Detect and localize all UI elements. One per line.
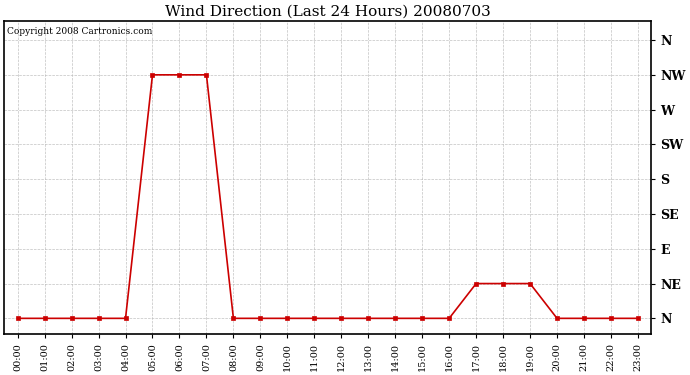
Title: Wind Direction (Last 24 Hours) 20080703: Wind Direction (Last 24 Hours) 20080703 — [165, 4, 491, 18]
Text: Copyright 2008 Cartronics.com: Copyright 2008 Cartronics.com — [8, 27, 152, 36]
